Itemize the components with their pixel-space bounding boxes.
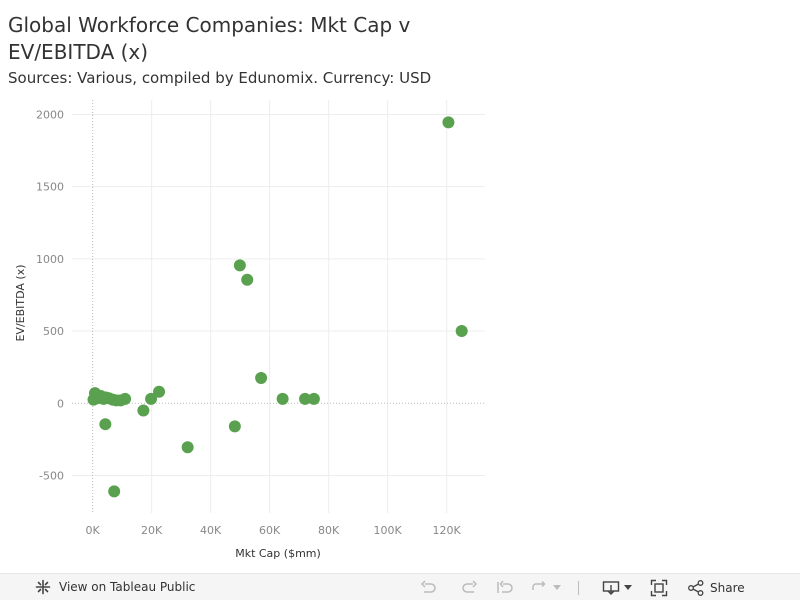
x-tick-label: 60K (259, 524, 281, 537)
data-point[interactable] (233, 259, 246, 272)
x-tick-label: 0K (86, 524, 101, 537)
data-point[interactable] (241, 273, 254, 286)
data-point[interactable] (145, 392, 158, 405)
y-tick-label: -500 (39, 469, 64, 482)
toolbar-divider (578, 580, 579, 595)
y-axis-title: EV/EBITDA (x) (14, 264, 27, 341)
redo-icon[interactable] (458, 578, 480, 598)
tableau-toolbar: View on Tableau Public Share (0, 573, 800, 600)
download-icon[interactable] (601, 578, 621, 598)
view-on-tableau-label: View on Tableau Public (59, 580, 196, 594)
data-point[interactable] (181, 441, 194, 454)
fullscreen-icon[interactable] (649, 578, 669, 598)
y-tick-label: 1500 (36, 181, 64, 194)
y-tick-label: 0 (57, 397, 64, 410)
scatter-chart: 0K 20K 40K 60K 80K 100K 120K -500 0 500 1000 1500 2… (14, 100, 485, 560)
y-tick-label: 1000 (36, 253, 64, 266)
download-chevron-down-icon[interactable] (623, 578, 633, 598)
data-point[interactable] (108, 485, 121, 498)
x-axis-ticks: 0K 20K 40K 60K 80K 100K 120K (86, 524, 462, 537)
view-on-tableau-link[interactable]: View on Tableau Public (33, 577, 195, 597)
x-tick-label: 120K (433, 524, 462, 537)
data-point[interactable] (119, 392, 132, 405)
data-point[interactable] (153, 385, 166, 398)
data-point[interactable] (137, 404, 150, 417)
share-icon (688, 579, 704, 596)
tableau-logo-icon (33, 577, 53, 597)
undo-icon[interactable] (418, 578, 440, 598)
refresh-chevron-down-icon[interactable] (552, 578, 562, 598)
revert-icon[interactable] (494, 578, 516, 598)
data-points (87, 116, 468, 498)
x-tick-label: 80K (318, 524, 340, 537)
data-point[interactable] (455, 325, 468, 338)
zero-lines (72, 100, 485, 513)
share-button[interactable]: Share (687, 578, 745, 598)
refresh-icon[interactable] (528, 578, 550, 598)
data-point[interactable] (299, 392, 312, 405)
data-point[interactable] (99, 418, 112, 431)
grid-lines (72, 100, 485, 513)
data-point[interactable] (276, 392, 289, 405)
data-point[interactable] (307, 392, 320, 405)
x-axis-title: Mkt Cap ($mm) (235, 547, 321, 560)
share-label: Share (710, 580, 745, 595)
chart-subtitle: Sources: Various, compiled by Edunomix. … (8, 69, 432, 87)
chart-title: Global Workforce Companies: Mkt Cap v EV… (8, 13, 411, 64)
x-tick-label: 20K (141, 524, 163, 537)
x-tick-label: 40K (200, 524, 222, 537)
y-tick-label: 500 (43, 325, 64, 338)
y-tick-label: 2000 (36, 108, 64, 121)
y-axis-ticks: -500 0 500 1000 1500 2000 (36, 108, 64, 482)
data-point[interactable] (442, 116, 455, 129)
x-tick-label: 100K (374, 524, 403, 537)
data-point[interactable] (255, 371, 268, 384)
data-point[interactable] (228, 420, 241, 433)
